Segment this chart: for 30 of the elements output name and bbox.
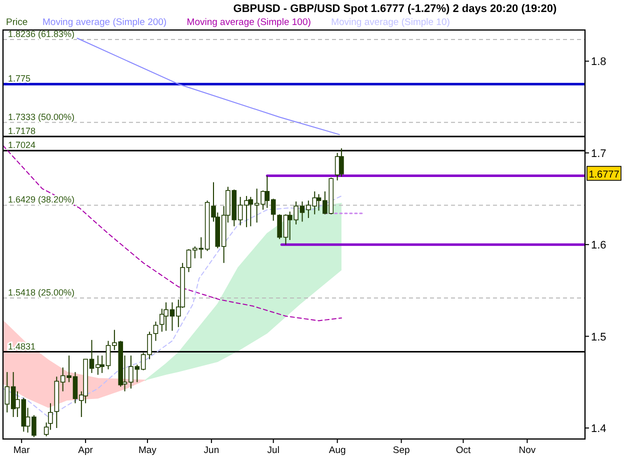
x-tick-label: Nov xyxy=(518,445,536,456)
ref-line-label: 1.5418 (25.00%) xyxy=(8,287,75,298)
y-tick-label: 1.5 xyxy=(591,331,606,344)
ref-line-label: 1.7178 xyxy=(8,126,36,136)
ref-line-label: 1.7333 (50.00%) xyxy=(8,112,75,122)
chart-title: GBPUSD - GBP/USD Spot 1.6777 (-1.27%) 2 days 20:20 (19:20) xyxy=(233,3,558,15)
y-tick-label: 1.4 xyxy=(591,422,606,435)
x-tick-label: Jul xyxy=(267,445,280,456)
ref-line-label: 1.4831 xyxy=(8,341,36,352)
candlestick xyxy=(339,148,344,178)
ref-line-label: 1.775 xyxy=(8,74,31,84)
y-tick-label: 1.6 xyxy=(591,240,606,252)
x-tick-label: Jun xyxy=(204,445,220,456)
text: Price xyxy=(6,17,28,28)
x-tick-label: Apr xyxy=(78,445,93,456)
text: Moving average (Simple 200) xyxy=(42,17,167,28)
text: Moving average (Simple 100) xyxy=(186,17,311,28)
annotation: 1.6777 xyxy=(588,169,620,180)
y-tick-label: 1.7 xyxy=(591,148,606,160)
x-tick-label: Sep xyxy=(392,445,410,456)
x-tick-label: Aug xyxy=(328,445,346,456)
x-tick-label: Oct xyxy=(456,445,471,456)
x-tick-label: May xyxy=(138,445,157,456)
ref-line-label: 1.8236 (61.83%) xyxy=(8,29,75,40)
ref-line-label: 1.7024 xyxy=(8,140,36,150)
candlestick xyxy=(153,321,158,342)
text: Moving average (Simple 10) xyxy=(331,17,450,28)
y-tick-label: 1.8 xyxy=(591,56,606,68)
line-series xyxy=(76,38,340,136)
x-tick-label: Mar xyxy=(13,445,30,456)
